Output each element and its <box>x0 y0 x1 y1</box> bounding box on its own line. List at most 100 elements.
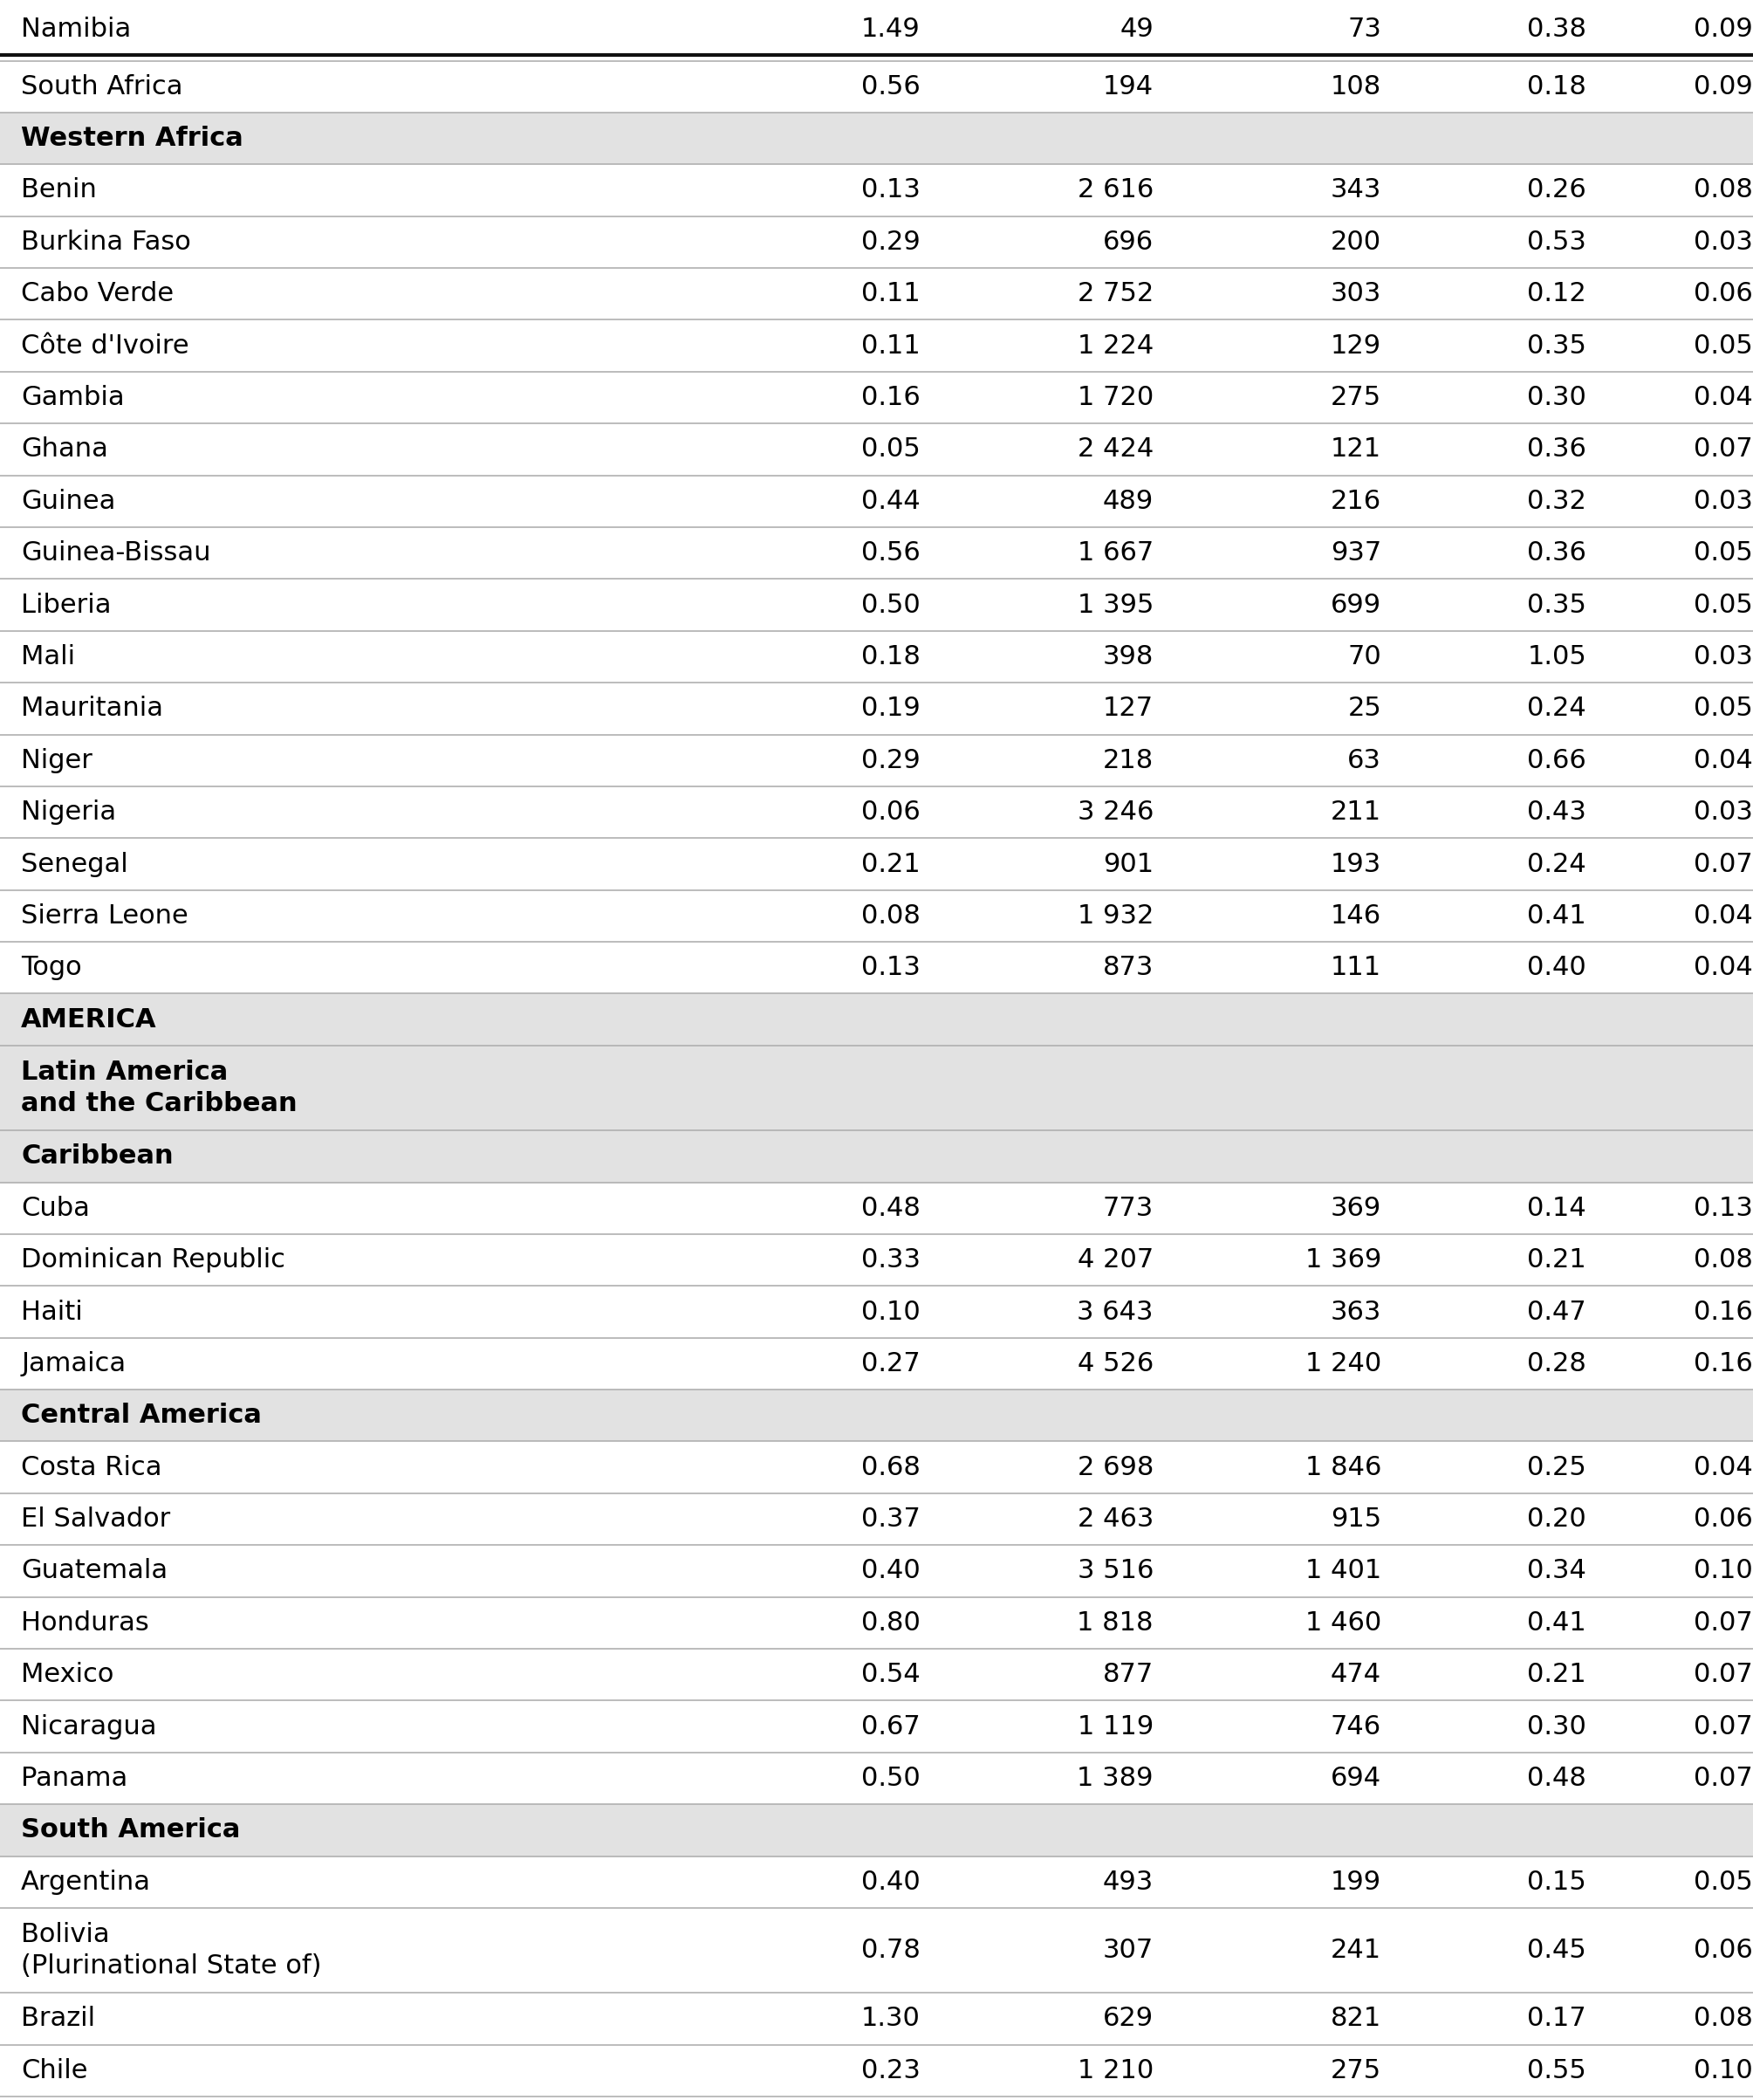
Text: 0.19: 0.19 <box>861 695 920 720</box>
Text: 0.26: 0.26 <box>1527 179 1586 204</box>
Text: 0.05: 0.05 <box>1693 540 1753 565</box>
Text: 0.18: 0.18 <box>861 645 920 670</box>
Text: 0.50: 0.50 <box>861 1766 920 1791</box>
Text: 241: 241 <box>1331 1938 1381 1964</box>
Text: 0.55: 0.55 <box>1527 2058 1586 2083</box>
Text: 49: 49 <box>1120 17 1153 42</box>
Bar <box>0 785 1753 838</box>
Text: Guinea-Bissau: Guinea-Bissau <box>21 540 210 565</box>
Text: 0.07: 0.07 <box>1693 1766 1753 1791</box>
Text: Guinea: Guinea <box>21 489 116 514</box>
Bar <box>0 1648 1753 1701</box>
Text: 1 389: 1 389 <box>1076 1766 1153 1791</box>
Bar <box>0 1046 1753 1130</box>
Text: 0.53: 0.53 <box>1527 229 1586 254</box>
Text: Chile: Chile <box>21 2058 88 2083</box>
Text: 0.24: 0.24 <box>1527 695 1586 720</box>
Text: 0.03: 0.03 <box>1693 229 1753 254</box>
Text: 0.17: 0.17 <box>1527 2006 1586 2031</box>
Text: South America: South America <box>21 1817 240 1844</box>
Text: 127: 127 <box>1103 695 1153 720</box>
Text: 275: 275 <box>1331 2058 1381 2083</box>
Text: 303: 303 <box>1331 281 1381 307</box>
Text: 199: 199 <box>1331 1869 1381 1894</box>
Text: 0.43: 0.43 <box>1527 800 1586 825</box>
Text: 1 460: 1 460 <box>1306 1611 1381 1636</box>
Text: 0.13: 0.13 <box>861 179 920 204</box>
Text: 4 526: 4 526 <box>1078 1350 1153 1376</box>
Text: 0.47: 0.47 <box>1527 1300 1586 1325</box>
Text: 773: 773 <box>1103 1195 1153 1220</box>
Text: 0.21: 0.21 <box>1527 1661 1586 1686</box>
Text: 1.05: 1.05 <box>1527 645 1586 670</box>
Text: 1 720: 1 720 <box>1078 384 1153 410</box>
Text: 0.16: 0.16 <box>861 384 920 410</box>
Bar <box>0 1182 1753 1235</box>
Text: 200: 200 <box>1331 229 1381 254</box>
Text: 194: 194 <box>1103 74 1153 99</box>
Text: 0.03: 0.03 <box>1693 645 1753 670</box>
Text: 4 207: 4 207 <box>1078 1247 1153 1273</box>
Text: Jamaica: Jamaica <box>21 1350 126 1376</box>
Text: 0.25: 0.25 <box>1527 1455 1586 1480</box>
Text: 0.21: 0.21 <box>861 851 920 878</box>
Text: 0.40: 0.40 <box>861 1558 920 1583</box>
Text: 915: 915 <box>1331 1506 1381 1531</box>
Text: 1 369: 1 369 <box>1306 1247 1381 1273</box>
Text: 0.08: 0.08 <box>1693 2006 1753 2031</box>
Bar <box>0 372 1753 424</box>
Text: Liberia: Liberia <box>21 592 112 617</box>
Text: 1 667: 1 667 <box>1078 540 1153 565</box>
Text: 629: 629 <box>1103 2006 1153 2031</box>
Bar <box>0 1751 1753 1804</box>
Text: 0.16: 0.16 <box>1693 1300 1753 1325</box>
Text: 0.80: 0.80 <box>861 1611 920 1636</box>
Text: 73: 73 <box>1348 17 1381 42</box>
Text: 0.14: 0.14 <box>1527 1195 1586 1220</box>
Bar <box>0 735 1753 785</box>
Text: 121: 121 <box>1331 437 1381 462</box>
Text: 0.35: 0.35 <box>1527 334 1586 359</box>
Text: 1 846: 1 846 <box>1306 1455 1381 1480</box>
Text: 193: 193 <box>1331 851 1381 878</box>
Text: 0.37: 0.37 <box>861 1506 920 1531</box>
Text: 2 616: 2 616 <box>1078 179 1153 204</box>
Bar <box>0 475 1753 527</box>
Text: El Salvador: El Salvador <box>21 1506 170 1531</box>
Text: 0.12: 0.12 <box>1527 281 1586 307</box>
Text: 937: 937 <box>1331 540 1381 565</box>
Text: 369: 369 <box>1331 1195 1381 1220</box>
Text: 0.44: 0.44 <box>861 489 920 514</box>
Text: 0.66: 0.66 <box>1527 748 1586 773</box>
Bar <box>0 527 1753 580</box>
Bar <box>0 319 1753 372</box>
Text: 0.05: 0.05 <box>1693 695 1753 720</box>
Bar <box>0 993 1753 1046</box>
Text: 0.35: 0.35 <box>1527 592 1586 617</box>
Text: 0.08: 0.08 <box>1693 1247 1753 1273</box>
Text: 0.29: 0.29 <box>861 229 920 254</box>
Text: 1 240: 1 240 <box>1306 1350 1381 1376</box>
Text: Mali: Mali <box>21 645 75 670</box>
Text: Nigeria: Nigeria <box>21 800 116 825</box>
Text: Panama: Panama <box>21 1766 128 1791</box>
Text: 3 643: 3 643 <box>1076 1300 1153 1325</box>
Text: 0.33: 0.33 <box>861 1247 920 1273</box>
Text: 0.36: 0.36 <box>1527 437 1586 462</box>
Text: Senegal: Senegal <box>21 851 128 878</box>
Text: Costa Rica: Costa Rica <box>21 1455 161 1480</box>
Text: South Africa: South Africa <box>21 74 182 99</box>
Bar <box>0 1701 1753 1751</box>
Text: Gambia: Gambia <box>21 384 124 410</box>
Text: Benin: Benin <box>21 179 96 204</box>
Text: 0.41: 0.41 <box>1527 1611 1586 1636</box>
Text: 0.10: 0.10 <box>1693 1558 1753 1583</box>
Text: 0.16: 0.16 <box>1693 1350 1753 1376</box>
Text: Argentina: Argentina <box>21 1869 151 1894</box>
Text: 0.07: 0.07 <box>1693 1714 1753 1739</box>
Bar <box>0 1493 1753 1546</box>
Text: 343: 343 <box>1331 179 1381 204</box>
Text: 0.13: 0.13 <box>1693 1195 1753 1220</box>
Bar <box>0 1285 1753 1338</box>
Text: 821: 821 <box>1331 2006 1381 2031</box>
